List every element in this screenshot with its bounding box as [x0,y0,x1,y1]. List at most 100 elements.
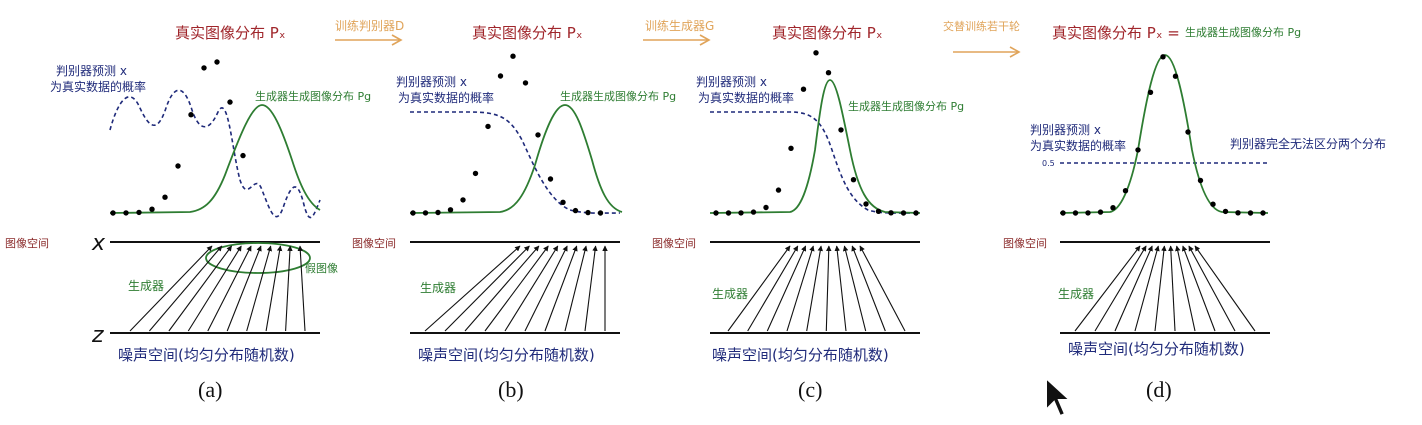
mapping-arrow [424,245,521,332]
real-distribution-label: 真实图像分布 Pₓ = [1052,24,1180,42]
mapping-arrow [564,245,588,332]
generator-distribution-label: 生成器生成图像分布 Pg [255,89,371,103]
real-data-point [447,207,454,213]
mapping-arrow [187,245,242,332]
real-data-point [863,201,869,207]
real-data-point [149,206,155,212]
mapping-arrow [825,245,832,332]
image-space-label: 图像空间 [1003,236,1047,250]
transition-label: 训练判别器D [335,18,404,33]
mapping-arrow [1074,245,1141,332]
real-data-point [1235,210,1241,216]
mapping-arrow [524,245,568,332]
generator-mapping-arrows [1074,245,1256,332]
mapping-arrow [1134,245,1160,332]
real-distribution-label: 真实图像分布 Pₓ [175,24,285,42]
transition-label: 训练生成器G [645,18,714,33]
real-data-point [1097,209,1104,215]
real-data-point [422,210,429,216]
fake-image-ellipse [205,242,311,274]
half-probability-label: 0.5 [1042,159,1055,168]
discriminator-note: 判别器完全无法区分两个分布 [1230,136,1386,151]
generator-label: 生成器 [420,281,456,295]
real-data-point [1160,54,1166,60]
real-data-point [547,176,554,182]
real-data-point [725,210,732,216]
discriminator-label-line1: 判别器预测 x [56,64,127,78]
mapping-arrow [1175,245,1196,332]
mapping-arrow [1188,245,1236,332]
real-data-point [738,210,744,216]
mapping-arrow [806,245,823,332]
discriminator-label-line2: 为真实数据的概率 [398,90,494,105]
image-space-label: 图像空间 [652,236,696,250]
mapping-arrow [148,245,223,332]
mapping-arrow [842,245,867,332]
real-data-point [572,207,579,214]
real-data-point [1247,210,1254,216]
real-data-point [1222,208,1229,215]
real-data-point [136,209,142,216]
real-data-point [1122,188,1129,194]
mapping-arrow [727,245,791,332]
mapping-arrow [265,245,283,332]
real-data-point [585,209,591,216]
generator-distribution-label: 生成器生成图像分布 Pg [848,99,964,113]
generator-curve [109,104,321,214]
generator-distribution-label: 生成器生成图像分布 Pg [560,89,676,103]
real-data-point [825,70,832,76]
mapping-arrow [851,245,886,332]
mapping-arrow [168,245,233,332]
generator-mapping-arrows [424,245,608,332]
generator-distribution-label: 生成器生成图像分布 Pg [1185,25,1301,39]
mapping-arrow [1154,245,1167,332]
mapping-arrow [484,245,549,332]
transition-train-discriminator: 训练判别器D [335,18,404,46]
generator-curve [409,104,623,214]
real-data-point [800,86,807,92]
fake-image-label: 假图像 [305,261,338,275]
real-data-point [188,112,194,118]
panel-b: 真实图像分布 Pₓ 判别器预测 x 为真实数据的概率 生成器生成图像分布 Pg … [352,24,676,402]
real-data-point [214,59,220,65]
mapping-arrow [1194,245,1256,332]
real-data-point [240,152,246,159]
mouse-cursor-icon [1045,376,1073,418]
mapping-arrow [584,245,598,332]
panel-caption: (b) [498,377,524,402]
real-data-point [875,208,882,214]
mapping-arrow [207,245,252,332]
real-data-point [522,80,529,86]
panel-caption: (d) [1146,377,1172,402]
panel-a: 真实图像分布 Pₓ 判别器预测 x 为真实数据的概率 生成器生成图像分布 Pg … [5,24,371,402]
real-data-point [900,210,907,216]
mapping-arrow [1094,245,1147,332]
mapping-arrow [504,245,559,332]
panel-caption: (a) [198,377,222,402]
real-data-point [497,73,504,79]
mapping-arrow [444,245,530,332]
discriminator-label-line2: 为真实数据的概率 [50,79,146,94]
real-data-point [1072,210,1079,216]
real-data-point [750,209,757,215]
discriminator-label-line1: 判别器预测 x [1030,123,1101,137]
noise-space-label: 噪声空间(均匀分布随机数) [1068,340,1245,358]
discriminator-curve [710,111,921,214]
real-data-points [410,53,604,216]
discriminator-curve [410,111,621,214]
discriminator-label-line1: 判别器预测 x [396,75,467,89]
real-data-point [1060,210,1066,216]
real-data-point [850,177,857,183]
real-data-point [838,127,844,133]
real-data-point [1260,210,1266,216]
real-data-point [201,65,207,71]
panel-caption: (c) [798,377,822,402]
real-data-point [775,187,782,193]
mapping-arrow [544,245,578,332]
real-data-point [1110,205,1116,211]
real-data-point [460,197,466,203]
mapping-arrow [766,245,807,332]
mapping-arrow [297,245,306,332]
mapping-arrow [1114,245,1153,332]
